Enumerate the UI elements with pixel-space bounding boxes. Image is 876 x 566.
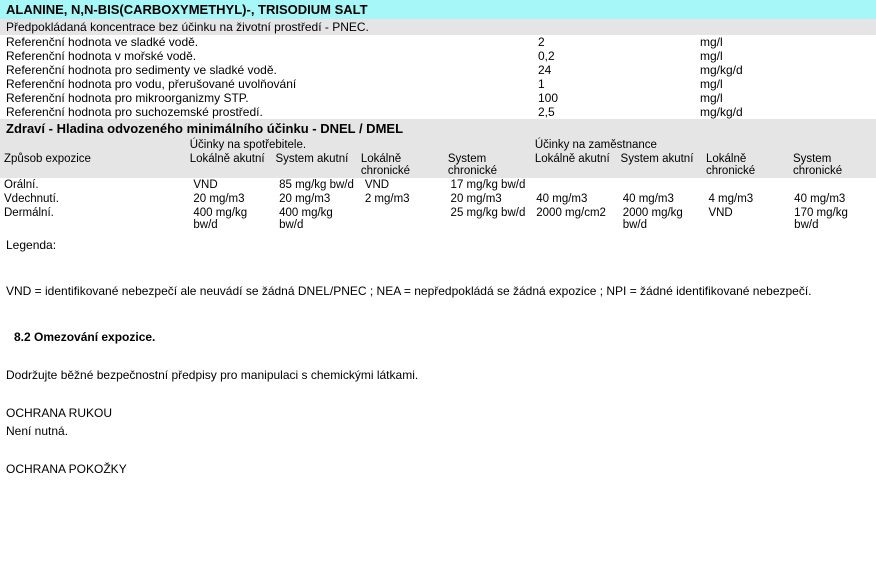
cell: 20 mg/m3: [275, 192, 361, 206]
legend-text: VND = identifikované nebezpečí ale neuvá…: [0, 278, 876, 304]
dnel-header-table: Účinky na spotřebitele. Účinky na zaměst…: [0, 138, 876, 178]
cell: 2 mg/m3: [361, 192, 447, 206]
cell: VND: [361, 178, 447, 192]
dnel-col: System akutní: [617, 152, 702, 178]
group-worker: Účinky na zaměstnance: [531, 138, 876, 152]
cell: 20 mg/m3: [447, 192, 533, 206]
table-row: Účinky na spotřebitele. Účinky na zaměst…: [0, 138, 876, 152]
table-row: Referenční hodnota ve sladké vodě. 2 mg/…: [0, 35, 876, 49]
cell: 4 mg/m3: [704, 192, 790, 206]
cell: 85 mg/kg bw/d: [275, 178, 361, 192]
row-label: Dermální.: [0, 206, 189, 232]
dnel-body-table: Orální. VND 85 mg/kg bw/d VND 17 mg/kg b…: [0, 178, 876, 232]
cell: [532, 178, 618, 192]
cell: 170 mg/kg bw/d: [790, 206, 876, 232]
hand-protection-title: OCHRANA RUKOU: [0, 404, 876, 422]
cell: 2000 mg/kg bw/d: [619, 206, 705, 232]
pnec-unit: mg/kg/d: [694, 105, 876, 119]
pnec-unit: mg/kg/d: [694, 63, 876, 77]
hand-protection-text: Není nutná.: [0, 422, 876, 440]
pnec-value: 2: [532, 35, 694, 49]
cell: 40 mg/m3: [619, 192, 705, 206]
pnec-table: Referenční hodnota ve sladké vodě. 2 mg/…: [0, 35, 876, 119]
pnec-unit: mg/l: [694, 35, 876, 49]
cell: 40 mg/m3: [532, 192, 618, 206]
table-row: Referenční hodnota pro sedimenty ve slad…: [0, 63, 876, 77]
pnec-label: Referenční hodnota pro vodu, přerušované…: [0, 77, 532, 91]
cell: VND: [189, 178, 275, 192]
cell: 400 mg/kg bw/d: [275, 206, 361, 232]
group-consumer: Účinky na spotřebitele.: [186, 138, 531, 152]
pnec-unit: mg/l: [694, 49, 876, 63]
cell: [619, 178, 705, 192]
pnec-label: Referenční hodnota pro mikroorganizmy ST…: [0, 91, 532, 105]
dnel-title: Zdraví - Hladina odvozeného minimálního …: [0, 119, 876, 138]
table-row: Referenční hodnota v mořské vodě. 0,2 mg…: [0, 49, 876, 63]
pnec-value: 2,5: [532, 105, 694, 119]
table-row: Referenční hodnota pro suchozemské prost…: [0, 105, 876, 119]
dnel-col: Lokálně akutní: [186, 152, 272, 178]
dnel-col: System akutní: [271, 152, 356, 178]
exposure-col: Způsob expozice: [0, 152, 186, 178]
cell: 2000 mg/cm2: [532, 206, 618, 232]
cell: 25 mg/kg bw/d: [447, 206, 533, 232]
table-row: Způsob expozice Lokálně akutní System ak…: [0, 152, 876, 178]
pnec-value: 24: [532, 63, 694, 77]
dnel-col: Lokálně chronické: [702, 152, 789, 178]
table-row: Referenční hodnota pro mikroorganizmy ST…: [0, 91, 876, 105]
cell: VND: [704, 206, 790, 232]
cell: [704, 178, 790, 192]
table-row: Orální. VND 85 mg/kg bw/d VND 17 mg/kg b…: [0, 178, 876, 192]
pnec-unit: mg/l: [694, 91, 876, 105]
row-label: Orální.: [0, 178, 189, 192]
pnec-value: 1: [532, 77, 694, 91]
pnec-value: 0,2: [532, 49, 694, 63]
pnec-label: Referenční hodnota pro suchozemské prost…: [0, 105, 532, 119]
cell: 17 mg/kg bw/d: [447, 178, 533, 192]
cell: [790, 178, 876, 192]
table-row: Vdechnutí. 20 mg/m3 20 mg/m3 2 mg/m3 20 …: [0, 192, 876, 206]
pnec-label: Referenční hodnota pro sedimenty ve slad…: [0, 63, 532, 77]
dnel-col: Lokálně chronické: [357, 152, 444, 178]
cell: 20 mg/m3: [189, 192, 275, 206]
pnec-unit: mg/l: [694, 77, 876, 91]
table-row: Dermální. 400 mg/kg bw/d 400 mg/kg bw/d …: [0, 206, 876, 232]
substance-title: ALANINE, N,N-BIS(CARBOXYMETHYL)-, TRISOD…: [0, 0, 876, 19]
pnec-label: Referenční hodnota v mořské vodě.: [0, 49, 532, 63]
pnec-title: Předpokládaná koncentrace bez účinku na …: [0, 19, 876, 35]
dnel-col: System chronické: [444, 152, 531, 178]
pnec-label: Referenční hodnota ve sladké vodě.: [0, 35, 532, 49]
pnec-value: 100: [532, 91, 694, 105]
skin-protection-title: OCHRANA POKOŽKY: [0, 460, 876, 478]
table-row: Referenční hodnota pro vodu, přerušované…: [0, 77, 876, 91]
row-label: Vdechnutí.: [0, 192, 189, 206]
exposure-paragraph: Dodržujte běžné bezpečnostní předpisy pr…: [0, 366, 876, 384]
cell: 40 mg/m3: [790, 192, 876, 206]
empty-cell: [0, 138, 186, 152]
cell: [361, 206, 447, 232]
legend-label: Legenda:: [0, 232, 876, 258]
dnel-col: Lokálně akutní: [531, 152, 617, 178]
cell: 400 mg/kg bw/d: [189, 206, 275, 232]
section-8-2: 8.2 Omezování expozice.: [0, 328, 876, 346]
dnel-col: System chronické: [789, 152, 876, 178]
